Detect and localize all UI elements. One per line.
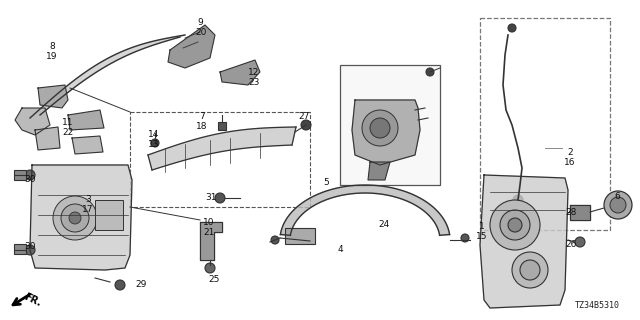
Circle shape — [520, 260, 540, 280]
Text: 3
17: 3 17 — [82, 195, 93, 214]
Bar — [480, 18, 610, 230]
Text: TZ34B5310: TZ34B5310 — [575, 301, 620, 310]
Text: 14
13: 14 13 — [148, 130, 159, 149]
Text: 28: 28 — [565, 208, 577, 217]
Circle shape — [25, 245, 35, 255]
Text: 26: 26 — [565, 240, 577, 249]
Text: 9
20: 9 20 — [195, 18, 206, 37]
Circle shape — [500, 210, 530, 240]
Polygon shape — [480, 175, 568, 308]
Polygon shape — [35, 127, 60, 150]
Text: FR.: FR. — [22, 292, 42, 308]
Polygon shape — [280, 185, 449, 235]
Bar — [95, 200, 123, 230]
Polygon shape — [148, 127, 296, 170]
Circle shape — [215, 193, 225, 203]
Text: 24: 24 — [378, 220, 389, 229]
Circle shape — [512, 252, 548, 288]
Bar — [14, 170, 26, 180]
Polygon shape — [220, 60, 260, 85]
Circle shape — [575, 237, 585, 247]
Polygon shape — [30, 165, 132, 270]
Circle shape — [301, 120, 311, 130]
Bar — [218, 122, 226, 130]
Text: 1
15: 1 15 — [476, 222, 488, 241]
Bar — [285, 228, 315, 244]
Polygon shape — [168, 25, 215, 68]
Circle shape — [610, 197, 626, 213]
Text: 27: 27 — [298, 112, 309, 121]
Polygon shape — [38, 85, 68, 108]
Circle shape — [69, 212, 81, 224]
Polygon shape — [72, 136, 103, 154]
Circle shape — [508, 218, 522, 232]
Text: 29: 29 — [135, 280, 147, 289]
Text: 5: 5 — [323, 178, 329, 187]
Circle shape — [461, 234, 469, 242]
Circle shape — [508, 24, 516, 32]
Text: 31: 31 — [205, 193, 216, 202]
Circle shape — [362, 110, 398, 146]
Polygon shape — [368, 162, 390, 180]
Circle shape — [25, 170, 35, 180]
Circle shape — [426, 68, 434, 76]
Bar — [130, 112, 310, 207]
Polygon shape — [68, 110, 104, 130]
Circle shape — [115, 280, 125, 290]
Text: 11
22: 11 22 — [62, 118, 74, 137]
Polygon shape — [570, 205, 590, 220]
Polygon shape — [200, 222, 222, 260]
Bar — [14, 244, 26, 254]
Circle shape — [205, 263, 215, 273]
Circle shape — [271, 236, 279, 244]
Circle shape — [151, 139, 159, 147]
Text: 7
18: 7 18 — [196, 112, 207, 132]
Circle shape — [513, 195, 523, 205]
Text: 30: 30 — [24, 175, 35, 184]
Text: 12
23: 12 23 — [248, 68, 259, 87]
Text: 30: 30 — [24, 242, 35, 251]
Circle shape — [490, 200, 540, 250]
Polygon shape — [30, 35, 185, 118]
Circle shape — [61, 204, 89, 232]
Text: 10
21: 10 21 — [203, 218, 214, 237]
Text: 6: 6 — [614, 192, 620, 201]
Polygon shape — [15, 108, 50, 135]
Bar — [340, 65, 440, 185]
Text: 4: 4 — [338, 245, 344, 254]
Circle shape — [370, 118, 390, 138]
Text: 25: 25 — [208, 275, 220, 284]
Circle shape — [604, 191, 632, 219]
Text: 8
19: 8 19 — [46, 42, 58, 61]
Polygon shape — [352, 100, 420, 165]
Circle shape — [53, 196, 97, 240]
Text: 2
16: 2 16 — [564, 148, 575, 167]
